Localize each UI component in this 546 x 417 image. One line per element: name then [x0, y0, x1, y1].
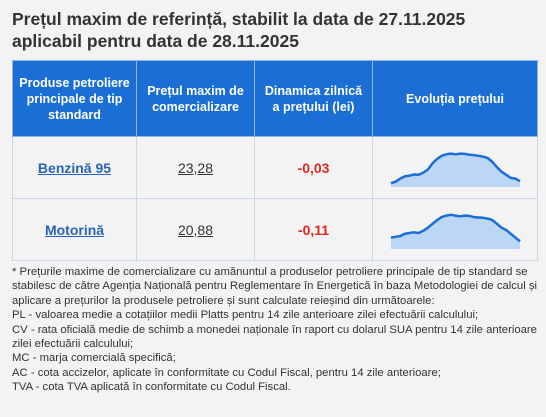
footnote-mc: MC - marja comercială specifică; [12, 352, 176, 365]
sparkline-area [390, 153, 520, 187]
trend-cell [372, 136, 538, 199]
sparkline-area [390, 214, 520, 249]
trend-cell [372, 198, 538, 261]
change-cell: -0,11 [254, 198, 373, 261]
title-line-2: aplicabil pentru data de 28.11.2025 [12, 31, 299, 51]
price-cell: 20,88 [136, 198, 255, 261]
price-value: 23,28 [177, 159, 214, 176]
footnote-cv: CV - rata oficială medie de schimb a mon… [12, 323, 537, 351]
price-change: -0,03 [297, 159, 330, 176]
footnote-pl: PL - valoarea medie a cotațiilor medii P… [12, 309, 479, 322]
sparkline-line [390, 151, 521, 184]
product-link-benzina-95[interactable]: Benzină 95 [37, 159, 112, 176]
product-link-motorina[interactable]: Motorină [44, 221, 105, 238]
price-trend-sparkline [390, 151, 521, 187]
price-table: Produse petroliere principale de tip sta… [12, 60, 538, 261]
table-row: Benzină 95 23,28 -0,03 [12, 136, 538, 199]
price-trend-sparkline [390, 213, 521, 249]
footnote-intro: * Prețurile maxime de comercializare cu … [12, 266, 537, 307]
change-cell: -0,03 [254, 136, 373, 199]
footnote-tva: TVA - cota TVA aplicată în conformitate … [12, 381, 291, 394]
price-cell: 23,28 [136, 136, 255, 199]
sparkline-line [390, 213, 521, 242]
page-title: Prețul maxim de referință, stabilit la d… [12, 8, 537, 52]
column-header-change: Dinamica zilnică a prețului (lei) [254, 60, 373, 137]
footnotes: * Prețurile maxime de comercializare cu … [12, 265, 537, 395]
column-header-product: Produse petroliere principale de tip sta… [12, 60, 137, 137]
title-line-1: Prețul maxim de referință, stabilit la d… [12, 9, 466, 29]
column-header-price: Prețul maxim de comercializare [136, 60, 255, 137]
table-row: Motorină 20,88 -0,11 [12, 198, 538, 261]
product-cell: Benzină 95 [12, 136, 137, 199]
footnote-ac: AC - cota accizelor, aplicate în conform… [12, 366, 441, 379]
product-cell: Motorină [12, 198, 137, 261]
price-change: -0,11 [297, 221, 330, 238]
table-header-row: Produse petroliere principale de tip sta… [12, 60, 538, 137]
price-value: 20,88 [177, 221, 214, 238]
column-header-trend: Evoluția prețului [372, 60, 538, 137]
